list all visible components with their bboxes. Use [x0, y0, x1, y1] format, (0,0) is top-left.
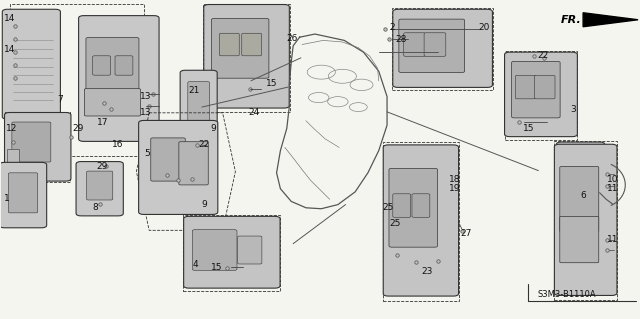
Bar: [5, 112, 70, 182]
FancyBboxPatch shape: [188, 82, 209, 122]
FancyBboxPatch shape: [515, 75, 536, 99]
Bar: [204, 4, 290, 112]
Text: 6: 6: [580, 190, 586, 200]
Text: 5: 5: [145, 149, 150, 158]
Bar: [392, 8, 493, 90]
Text: 13: 13: [140, 92, 152, 101]
Text: 21: 21: [188, 86, 200, 95]
FancyBboxPatch shape: [204, 4, 289, 108]
FancyBboxPatch shape: [220, 33, 239, 56]
Text: 11: 11: [607, 235, 619, 244]
FancyBboxPatch shape: [151, 138, 185, 181]
FancyBboxPatch shape: [393, 9, 492, 87]
Bar: [10, 4, 145, 156]
FancyBboxPatch shape: [84, 89, 141, 116]
Text: 28: 28: [396, 35, 407, 44]
FancyBboxPatch shape: [3, 9, 60, 119]
Text: 1: 1: [4, 194, 10, 203]
Text: S3M3-B1110A: S3M3-B1110A: [537, 290, 596, 299]
Text: 11: 11: [607, 184, 619, 193]
Text: 23: 23: [421, 267, 432, 276]
FancyBboxPatch shape: [86, 38, 139, 97]
Text: 7: 7: [57, 95, 63, 104]
Text: 3: 3: [570, 105, 576, 114]
FancyBboxPatch shape: [179, 142, 208, 185]
FancyBboxPatch shape: [383, 145, 459, 296]
FancyBboxPatch shape: [192, 230, 237, 270]
FancyBboxPatch shape: [554, 144, 617, 295]
FancyBboxPatch shape: [389, 168, 438, 247]
FancyBboxPatch shape: [86, 171, 113, 200]
FancyBboxPatch shape: [4, 113, 71, 181]
FancyBboxPatch shape: [180, 128, 216, 138]
FancyBboxPatch shape: [76, 161, 124, 216]
FancyBboxPatch shape: [504, 52, 577, 137]
Text: 12: 12: [6, 124, 17, 133]
FancyBboxPatch shape: [93, 56, 111, 75]
Text: 15: 15: [266, 79, 277, 88]
Text: 27: 27: [461, 229, 472, 238]
Text: 26: 26: [287, 34, 298, 43]
FancyBboxPatch shape: [404, 33, 426, 56]
FancyBboxPatch shape: [211, 19, 269, 78]
FancyBboxPatch shape: [511, 61, 560, 118]
FancyBboxPatch shape: [0, 162, 47, 228]
Text: 16: 16: [113, 140, 124, 149]
FancyBboxPatch shape: [8, 149, 20, 163]
Polygon shape: [583, 13, 638, 27]
FancyBboxPatch shape: [115, 56, 133, 75]
Text: 14: 14: [4, 14, 15, 23]
FancyBboxPatch shape: [139, 121, 218, 214]
FancyBboxPatch shape: [8, 173, 38, 213]
Text: 4: 4: [192, 260, 198, 270]
Text: 19: 19: [449, 184, 461, 193]
Text: 9: 9: [202, 200, 207, 209]
Bar: [505, 51, 577, 140]
Text: 29: 29: [72, 124, 84, 133]
Text: 17: 17: [97, 117, 108, 127]
FancyBboxPatch shape: [242, 33, 262, 56]
Text: 14: 14: [4, 45, 15, 55]
Text: 9: 9: [210, 124, 216, 133]
FancyBboxPatch shape: [562, 152, 591, 185]
Text: FR.: FR.: [561, 15, 582, 25]
Text: 25: 25: [389, 219, 401, 228]
Text: 15: 15: [523, 124, 534, 133]
FancyBboxPatch shape: [79, 16, 159, 141]
FancyBboxPatch shape: [393, 194, 411, 217]
Text: 29: 29: [97, 162, 108, 171]
FancyBboxPatch shape: [534, 75, 555, 99]
Text: 13: 13: [140, 108, 152, 117]
FancyBboxPatch shape: [560, 216, 599, 263]
Text: 10: 10: [607, 175, 619, 184]
Text: 15: 15: [211, 263, 223, 272]
Bar: [183, 215, 280, 291]
Text: 25: 25: [383, 203, 394, 212]
Text: 2: 2: [389, 23, 395, 32]
FancyBboxPatch shape: [424, 33, 446, 56]
Text: 22: 22: [198, 140, 210, 149]
Bar: [383, 142, 460, 301]
FancyBboxPatch shape: [399, 19, 465, 72]
FancyBboxPatch shape: [12, 122, 51, 162]
Text: 24: 24: [248, 108, 260, 117]
FancyBboxPatch shape: [237, 236, 262, 264]
FancyBboxPatch shape: [560, 167, 599, 232]
FancyBboxPatch shape: [412, 194, 430, 217]
Text: 20: 20: [478, 23, 490, 32]
FancyBboxPatch shape: [184, 216, 280, 288]
FancyBboxPatch shape: [556, 142, 605, 201]
Text: 8: 8: [92, 203, 98, 212]
FancyBboxPatch shape: [180, 70, 217, 142]
Text: 22: 22: [537, 51, 548, 60]
Bar: [554, 141, 617, 300]
Text: 18: 18: [449, 175, 461, 184]
